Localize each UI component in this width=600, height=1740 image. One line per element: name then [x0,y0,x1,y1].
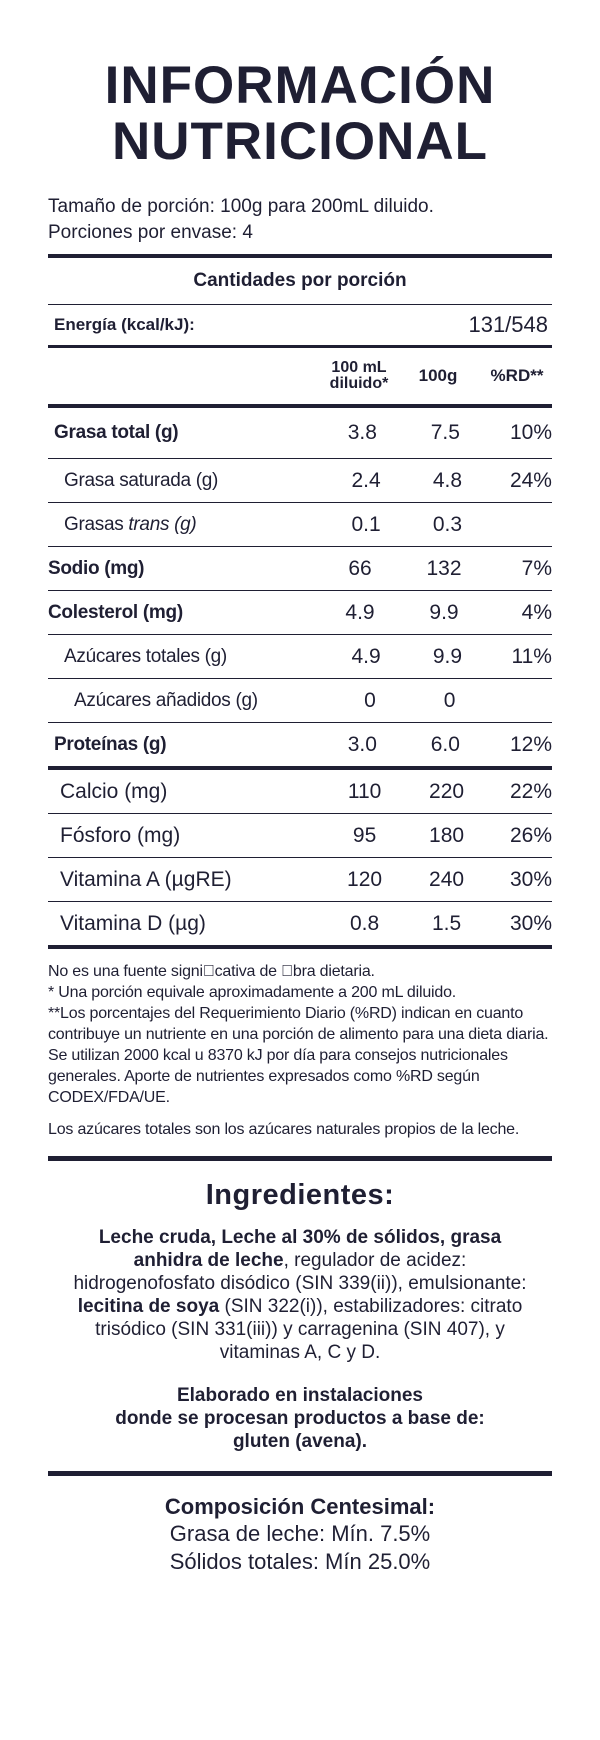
energy-label: Energía (kcal/kJ): [54,315,195,334]
serving-info: Tamaño de porción: 100g para 200mL dilui… [48,194,552,246]
divider [48,901,552,902]
allergen-statement: Elaborado en instalaciones donde se proc… [115,1385,485,1452]
divider [48,1156,552,1161]
sugars-note: Los azúcares totales son los azúcares na… [48,1121,520,1138]
divider [48,1471,552,1476]
divider [48,678,552,679]
divider [48,404,552,408]
nutrient-row: Calcio (mg) 110 220 22% [60,779,552,803]
amounts-header: Cantidades por porción [193,270,407,291]
divider [48,502,552,503]
footnotes: No es una fuente signi cativa de  bra di… [48,961,552,1140]
divider [48,813,552,814]
composition-title: Composición Centesimal: [164,1494,436,1519]
footnote-serving: * Una porción equivale aproximadamente a… [48,984,457,1001]
energy-row: Energía (kcal/kJ): 131/548 [48,305,552,345]
divider [48,722,552,723]
energy-value: 131/548 [468,312,548,337]
nutrient-row: Grasa saturada (g) 2.4 4.8 24% [64,468,552,492]
nutrient-row: Grasa total (g) 3.8 7.5 10% [54,421,552,444]
nutrient-row: Vitamina A (µgRE) 120 240 30% [60,867,552,891]
divider [48,945,552,949]
nutrient-row: Proteínas (g) 3.0 6.0 12% [54,732,552,756]
divider [48,345,552,348]
label-title: INFORMACIÓN NUTRICIONAL [48,58,552,170]
col-diluted: 100 mL diluido* [329,359,389,392]
nutrient-row: Azúcares añadidos (g) 0 0 [74,688,456,712]
divider [48,546,552,547]
divider [48,254,552,258]
col-100g: 100g [418,366,458,385]
divider [48,304,552,305]
serving-size: Tamaño de porción: 100g para 200mL dilui… [48,196,434,217]
nutrient-row: Fósforo (mg) 95 180 26% [60,823,552,847]
col-rd: %RD** [490,366,544,385]
ingredients-text: Leche cruda, Leche al 30% de sólidos, gr… [73,1227,527,1363]
divider [48,766,552,770]
servings-per-container: Porciones por envase: 4 [48,222,253,243]
ingredients-title: Ingredientes: [205,1179,395,1211]
nutrient-row: Sodio (mg) 66 132 7% [48,556,552,580]
nutrition-label: INFORMACIÓN NUTRICIONAL Tamaño de porció… [48,0,552,1576]
divider [48,590,552,591]
composition-fat: Grasa de leche: Mín. 7.5% [169,1521,431,1546]
nutrient-row: Vitamina D (µg) 0.8 1.5 30% [60,911,552,935]
nutrient-row: Colesterol (mg) 4.9 9.9 4% [48,600,552,624]
footnote-rd: **Los porcentajes del Requerimiento Diar… [48,1005,549,1106]
fiber-note: No es una fuente signi cativa de  bra di… [48,963,375,980]
divider [48,634,552,635]
title-line-1: INFORMACIÓN [104,56,496,115]
divider [48,857,552,858]
nutrient-row: Azúcares totales (g) 4.9 9.9 11% [64,644,552,668]
divider [48,458,552,459]
column-header: 100 mL diluido* 100g %RD** [48,348,552,404]
nutrient-row: Grasas trans (g) 0.1 0.3 [64,512,463,536]
composition-solids: Sólidos totales: Mín 25.0% [169,1549,431,1574]
title-line-2: NUTRICIONAL [111,112,489,171]
